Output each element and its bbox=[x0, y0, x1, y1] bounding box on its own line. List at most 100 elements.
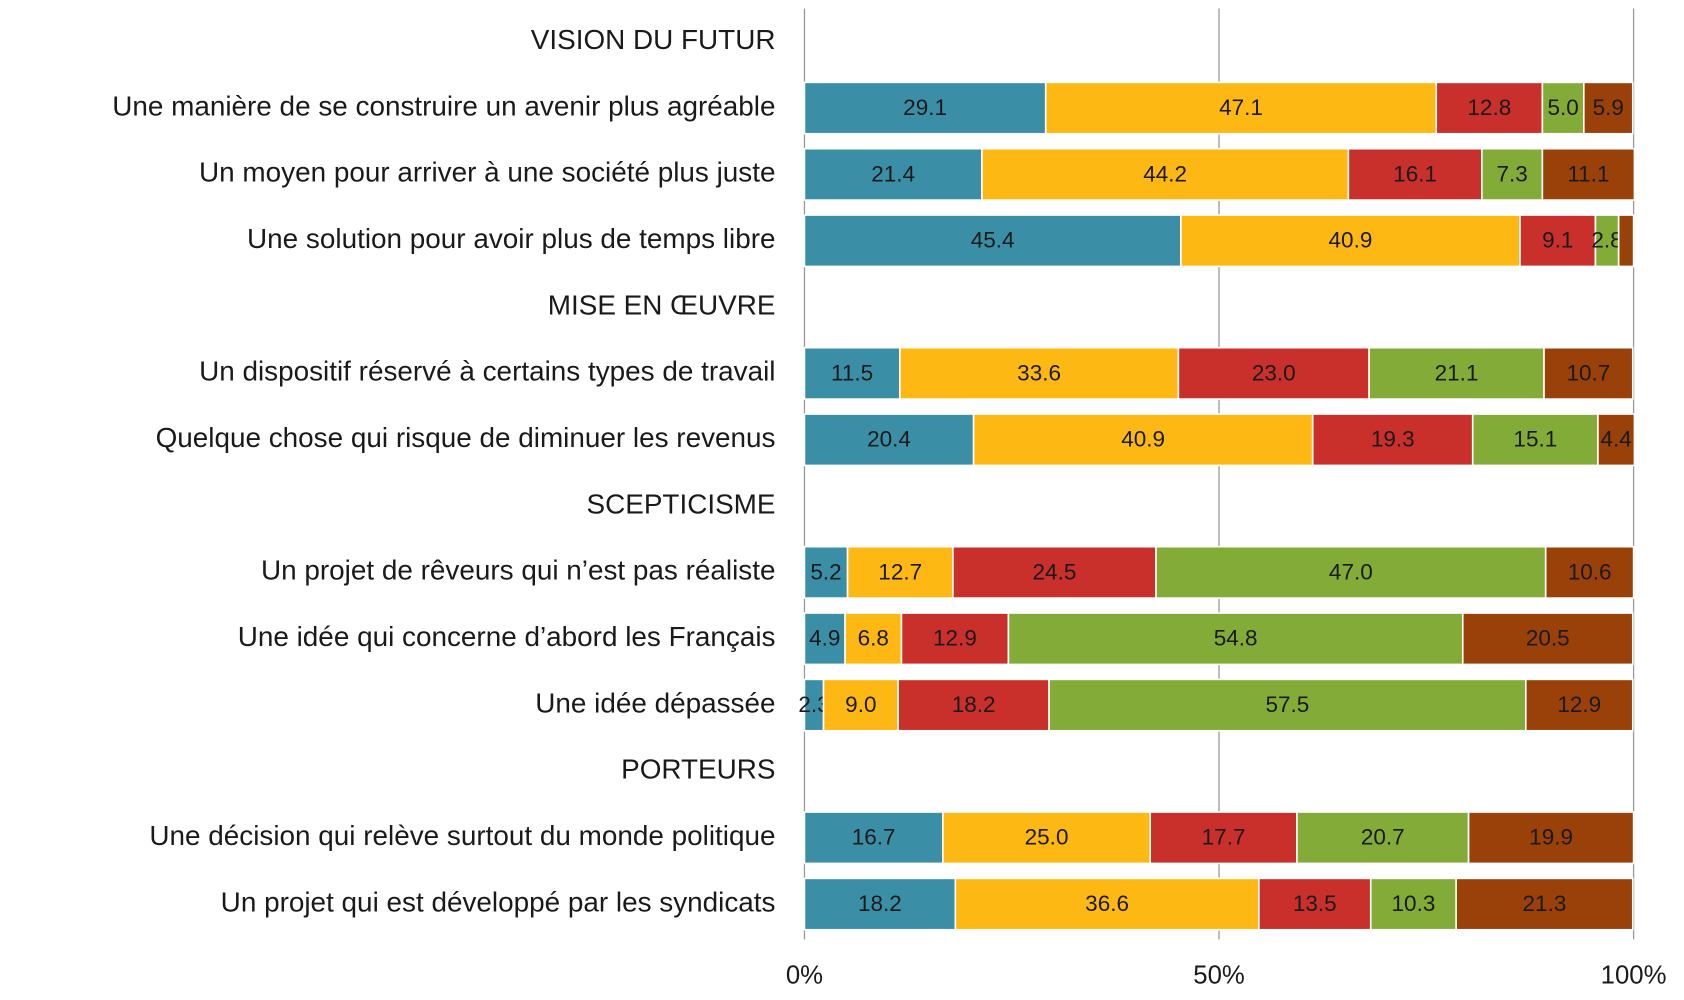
bar-segment bbox=[1519, 214, 1597, 268]
value-label: 5.2 bbox=[810, 559, 841, 584]
value-label: 5.9 bbox=[1593, 95, 1624, 120]
category-label: Un moyen pour arriver à une société plus… bbox=[199, 157, 775, 188]
category-label: SCEPTICISME bbox=[587, 488, 776, 519]
value-label: 15.1 bbox=[1513, 427, 1557, 452]
bar-segment bbox=[1617, 214, 1635, 268]
value-label: 7.3 bbox=[1496, 161, 1527, 186]
value-label: 17.7 bbox=[1202, 825, 1246, 850]
category-label: Une manière de se construire un avenir p… bbox=[112, 90, 775, 121]
value-label: 12.8 bbox=[1467, 95, 1511, 120]
value-label: 20.5 bbox=[1526, 626, 1570, 651]
value-label: 9.1 bbox=[1542, 228, 1573, 253]
category-label: Une décision qui relève surtout du monde… bbox=[149, 820, 775, 851]
bar-segment bbox=[1258, 877, 1372, 931]
bar-segment bbox=[1296, 811, 1470, 865]
category-label: Une idée dépassée bbox=[535, 687, 775, 718]
value-label: 44.2 bbox=[1143, 161, 1187, 186]
bar-segment bbox=[1481, 147, 1544, 201]
value-label: 20.4 bbox=[867, 427, 911, 452]
category-label: Un dispositif réservé à certains types d… bbox=[199, 356, 775, 387]
bar-segment bbox=[1368, 346, 1545, 400]
value-label: 45.4 bbox=[971, 228, 1015, 253]
value-label: 13.5 bbox=[1293, 891, 1337, 916]
value-label: 33.6 bbox=[1017, 360, 1061, 385]
bar-segment bbox=[1543, 346, 1634, 400]
value-label: 11.1 bbox=[1567, 161, 1609, 186]
bar-segment bbox=[1048, 678, 1527, 732]
value-label: 57.5 bbox=[1266, 692, 1310, 717]
value-label: 4.4 bbox=[1601, 427, 1632, 452]
bar-segment bbox=[1007, 612, 1464, 666]
bar-segment bbox=[803, 811, 944, 865]
value-label: 18.2 bbox=[858, 891, 902, 916]
bar-segment bbox=[1455, 877, 1634, 931]
category-label: PORTEURS bbox=[621, 754, 775, 785]
value-label: 16.7 bbox=[852, 825, 896, 850]
bar-segment bbox=[897, 678, 1050, 732]
value-label: 25.0 bbox=[1025, 825, 1069, 850]
value-label: 11.5 bbox=[831, 360, 873, 385]
category-label: Un projet qui est développé par les synd… bbox=[221, 886, 776, 917]
value-label: 47.0 bbox=[1329, 559, 1373, 584]
value-label: 29.1 bbox=[903, 95, 947, 120]
bar-segment bbox=[803, 147, 983, 201]
value-label: 20.7 bbox=[1361, 825, 1405, 850]
bar-segment bbox=[1471, 413, 1599, 467]
value-label: 21.3 bbox=[1523, 891, 1567, 916]
value-label: 4.9 bbox=[809, 626, 840, 651]
bar-segment bbox=[1541, 81, 1585, 135]
value-label: 23.0 bbox=[1252, 360, 1296, 385]
bar-segment bbox=[1524, 678, 1634, 732]
category-label: VISION DU FUTUR bbox=[531, 24, 776, 55]
bar-segment bbox=[1435, 81, 1544, 135]
value-label: 40.9 bbox=[1121, 427, 1165, 452]
bar-segment bbox=[1044, 81, 1438, 135]
value-label: 12.9 bbox=[1557, 692, 1601, 717]
category-label: Un projet de rêveurs qui n’est pas réali… bbox=[261, 555, 775, 586]
value-label: 21.1 bbox=[1435, 360, 1479, 385]
value-label: 19.3 bbox=[1371, 427, 1415, 452]
value-label: 47.1 bbox=[1219, 95, 1263, 120]
bar-segment bbox=[1541, 147, 1636, 201]
bar-segment bbox=[1461, 612, 1634, 666]
value-label: 6.8 bbox=[858, 626, 889, 651]
value-label: 24.5 bbox=[1033, 559, 1077, 584]
value-label: 10.6 bbox=[1568, 559, 1612, 584]
x-tick-label: 0% bbox=[786, 962, 823, 990]
bar-segment bbox=[1311, 413, 1474, 467]
bar-segment bbox=[803, 413, 975, 467]
bar-segment bbox=[1347, 147, 1483, 201]
category-label: Quelque chose qui risque de diminuer les… bbox=[156, 422, 776, 453]
category-label: Une idée qui concerne d’abord les França… bbox=[238, 621, 776, 652]
bar-segment bbox=[1155, 545, 1547, 599]
value-label: 40.9 bbox=[1329, 228, 1373, 253]
value-label: 54.8 bbox=[1214, 626, 1258, 651]
bar-segment bbox=[899, 346, 1180, 400]
bar-segment bbox=[1180, 214, 1521, 268]
bar-segment bbox=[803, 81, 1047, 135]
value-label: 36.6 bbox=[1085, 891, 1129, 916]
category-label: Une solution pour avoir plus de temps li… bbox=[247, 223, 775, 254]
value-label: 21.4 bbox=[871, 161, 915, 186]
bar-segment bbox=[1583, 81, 1634, 135]
value-label: 5.0 bbox=[1547, 95, 1578, 120]
bar-segment bbox=[942, 811, 1152, 865]
x-tick-label: 50% bbox=[1193, 962, 1245, 990]
category-label: MISE EN ŒUVRE bbox=[548, 289, 776, 320]
bar-segment bbox=[844, 612, 903, 666]
value-label: 12.9 bbox=[933, 626, 977, 651]
bar-segment bbox=[1177, 346, 1370, 400]
value-label: 18.2 bbox=[952, 692, 996, 717]
value-label: 9.0 bbox=[845, 692, 876, 717]
bar-segment bbox=[803, 214, 1182, 268]
value-label: 10.3 bbox=[1392, 891, 1436, 916]
bar-segment bbox=[1467, 811, 1635, 865]
value-label: 12.7 bbox=[878, 559, 922, 584]
value-label: 10.7 bbox=[1566, 360, 1610, 385]
bar-segment bbox=[803, 877, 957, 931]
value-label: 2.8 bbox=[1591, 228, 1622, 253]
value-label: 19.9 bbox=[1529, 825, 1573, 850]
bar-segment bbox=[952, 545, 1157, 599]
x-tick-label: 100% bbox=[1601, 962, 1667, 990]
